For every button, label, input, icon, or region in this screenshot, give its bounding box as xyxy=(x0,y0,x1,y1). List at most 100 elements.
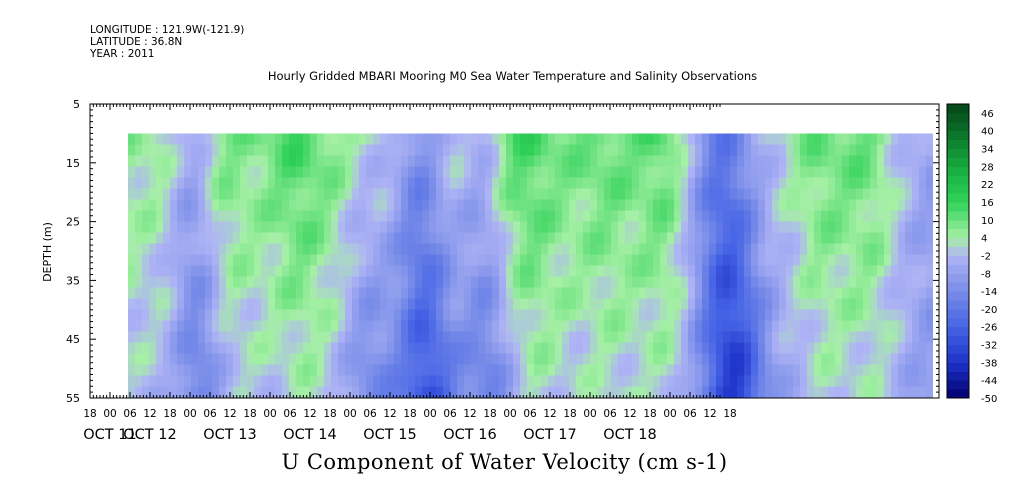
heatmap-cell xyxy=(184,265,191,277)
heatmap-cell xyxy=(177,287,184,299)
heatmap-cell xyxy=(898,320,905,332)
heatmap-cell xyxy=(884,309,891,321)
heatmap-cell xyxy=(296,309,303,321)
heatmap-cell xyxy=(863,364,870,376)
heatmap-cell xyxy=(779,364,786,376)
heatmap-cell xyxy=(765,375,772,387)
heatmap-cell xyxy=(191,188,198,200)
heatmap-cell xyxy=(856,133,863,145)
heatmap-cell xyxy=(331,199,338,211)
heatmap-cell xyxy=(597,375,604,387)
heatmap-cell xyxy=(198,243,205,255)
colorbar-swatch xyxy=(947,210,969,221)
heatmap-cell xyxy=(499,199,506,211)
heatmap-cell xyxy=(912,265,919,277)
heatmap-cell xyxy=(891,133,898,145)
heatmap-cell xyxy=(219,177,226,189)
heatmap-cell xyxy=(611,133,618,145)
heatmap-cell xyxy=(821,210,828,222)
heatmap-cell xyxy=(380,188,387,200)
heatmap-cell xyxy=(170,364,177,376)
heatmap-cell xyxy=(429,375,436,387)
heatmap-cell xyxy=(877,364,884,376)
heatmap-cell xyxy=(569,364,576,376)
heatmap-cell xyxy=(324,243,331,255)
heatmap-cell xyxy=(499,386,506,398)
y-tick-label: 55 xyxy=(66,392,80,405)
heatmap-cell xyxy=(436,287,443,299)
heatmap-cell xyxy=(401,353,408,365)
heatmap-cell xyxy=(219,331,226,343)
heatmap-cell xyxy=(618,144,625,156)
heatmap-cell xyxy=(800,210,807,222)
heatmap-cell xyxy=(149,276,156,288)
heatmap-cell xyxy=(415,254,422,266)
heatmap-cell xyxy=(912,364,919,376)
heatmap-cell xyxy=(821,243,828,255)
heatmap-cell xyxy=(233,265,240,277)
heatmap-cell xyxy=(674,133,681,145)
heatmap-cell xyxy=(639,166,646,178)
heatmap-cell xyxy=(534,232,541,244)
heatmap-cell xyxy=(604,331,611,343)
heatmap-cell xyxy=(394,144,401,156)
heatmap-cell xyxy=(765,144,772,156)
heatmap-cell xyxy=(268,221,275,233)
heatmap-cell xyxy=(282,155,289,167)
heatmap-cell xyxy=(898,254,905,266)
heatmap-cell xyxy=(779,386,786,398)
heatmap-cell xyxy=(254,287,261,299)
heatmap-cell xyxy=(800,298,807,310)
heatmap-cell xyxy=(632,155,639,167)
heatmap-cell xyxy=(821,177,828,189)
heatmap-cell xyxy=(415,331,422,343)
heatmap-cell xyxy=(289,177,296,189)
heatmap-cell xyxy=(142,232,149,244)
heatmap-cell xyxy=(135,331,142,343)
heatmap-cell xyxy=(807,199,814,211)
heatmap-cell xyxy=(352,133,359,145)
heatmap-cell xyxy=(597,232,604,244)
heatmap-cell xyxy=(562,331,569,343)
heatmap-cell xyxy=(541,276,548,288)
heatmap-cell xyxy=(646,353,653,365)
heatmap-cell xyxy=(884,144,891,156)
heatmap-cell xyxy=(408,210,415,222)
heatmap-cell xyxy=(912,353,919,365)
heatmap-cell xyxy=(191,364,198,376)
heatmap-cell xyxy=(919,353,926,365)
colorbar-swatch xyxy=(947,157,969,167)
heatmap-cell xyxy=(177,386,184,398)
heatmap-cell xyxy=(331,232,338,244)
heatmap-cell xyxy=(548,155,555,167)
heatmap-cell xyxy=(779,309,786,321)
heatmap-cell xyxy=(786,177,793,189)
heatmap-cell xyxy=(583,144,590,156)
heatmap-cell xyxy=(681,309,688,321)
heatmap-cell xyxy=(709,298,716,310)
heatmap-cell xyxy=(576,166,583,178)
heatmap-cell xyxy=(401,320,408,332)
colorbar-swatch xyxy=(947,317,969,328)
heatmap-cell xyxy=(471,133,478,145)
heatmap-cell xyxy=(261,320,268,332)
heatmap-cell xyxy=(394,309,401,321)
heatmap-cell xyxy=(919,133,926,145)
heatmap-cell xyxy=(583,166,590,178)
heatmap-cell xyxy=(835,199,842,211)
heatmap-cell xyxy=(317,133,324,145)
heatmap-cell xyxy=(884,375,891,387)
heatmap-cell xyxy=(240,232,247,244)
heatmap-cell xyxy=(198,133,205,145)
heatmap-cell xyxy=(471,254,478,266)
heatmap-cell xyxy=(569,155,576,167)
heatmap-cell xyxy=(709,155,716,167)
heatmap-cell xyxy=(660,375,667,387)
heatmap-cell xyxy=(611,155,618,167)
heatmap-cell xyxy=(877,133,884,145)
heatmap-cell xyxy=(492,133,499,145)
heatmap-cell xyxy=(688,331,695,343)
heatmap-cell xyxy=(268,298,275,310)
heatmap-cell xyxy=(807,364,814,376)
heatmap-cell xyxy=(856,375,863,387)
